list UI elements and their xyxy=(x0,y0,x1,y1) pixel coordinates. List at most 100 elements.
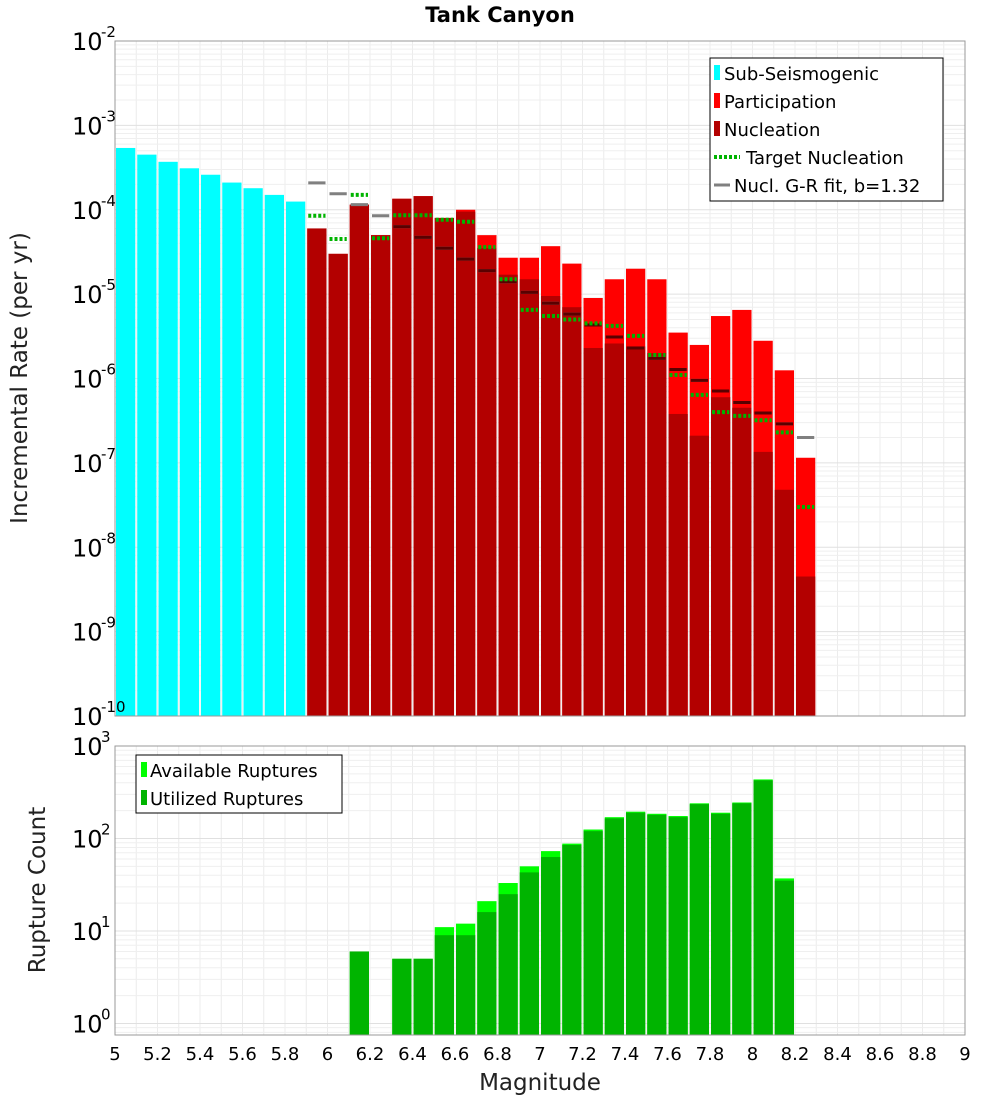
bottom-y-tick-label: 10 xyxy=(72,733,103,761)
top-y-tick-exponent: -2 xyxy=(101,23,116,41)
sub-seismogenic-bar xyxy=(158,161,178,716)
sub-seismogenic-bar xyxy=(286,201,306,716)
x-tick-label: 6.4 xyxy=(398,1044,427,1065)
utilized-ruptures-bar xyxy=(434,935,454,1035)
nucleation-bar xyxy=(604,343,624,716)
top-y-tick-label: 10 xyxy=(72,534,103,562)
utilized-ruptures-bar xyxy=(732,803,752,1035)
bottom-y-tick-exponent: 0 xyxy=(101,1005,111,1023)
x-tick-label: 8.6 xyxy=(866,1044,895,1065)
top-y-tick-label: 10 xyxy=(72,450,103,478)
top-y-tick-exponent: -9 xyxy=(101,614,116,632)
bottom-bars xyxy=(349,779,794,1035)
bottom-y-tick-exponent: 1 xyxy=(101,913,111,931)
nucleation-bar xyxy=(796,576,816,716)
legend-label-target-nucleation: Target Nucleation xyxy=(745,148,904,169)
x-axis-label: Magnitude xyxy=(479,1070,601,1096)
utilized-ruptures-bar xyxy=(349,951,369,1035)
bottom-plot-frame xyxy=(114,745,966,1036)
top-y-tick-label: 10 xyxy=(72,619,103,647)
bottom-y-tick-label: 10 xyxy=(72,825,103,853)
top-line-markers xyxy=(308,181,815,509)
x-tick-label: 5.6 xyxy=(228,1044,257,1065)
nucleation-bar xyxy=(774,489,794,716)
utilized-ruptures-bar xyxy=(519,872,539,1035)
top-y-tick-exponent: -6 xyxy=(101,361,116,379)
utilized-ruptures-bar xyxy=(498,894,518,1035)
x-tick-label: 8 xyxy=(747,1044,758,1065)
utilized-ruptures-bar xyxy=(689,804,709,1035)
utilized-ruptures-bar xyxy=(711,813,731,1035)
sub-seismogenic-bar xyxy=(222,182,242,716)
sub-seismogenic-bar xyxy=(116,147,136,716)
x-tick-label: 7.6 xyxy=(653,1044,682,1065)
top-y-tick-label: 10 xyxy=(72,281,103,309)
sub-seismogenic-bar xyxy=(137,154,157,716)
nucleation-bar xyxy=(732,407,752,716)
incremental-rate-chart: Tank Canyon 10-1010-910-810-710-610-510-… xyxy=(7,3,966,731)
top-y-tick-exponent: -7 xyxy=(101,445,116,463)
top-y-tick-label: 10 xyxy=(72,703,103,731)
top-y-tick-exponent: -3 xyxy=(101,107,116,125)
top-legend: Sub-Seismogenic Participation Nucleation… xyxy=(709,57,944,202)
utilized-ruptures-bar xyxy=(477,912,497,1035)
top-y-tick-label: 10 xyxy=(72,197,103,225)
x-tick-label: 6 xyxy=(322,1044,333,1065)
nucleation-bar xyxy=(562,307,582,716)
top-y-tick-exponent: -5 xyxy=(101,276,116,294)
x-tick-label: 8.8 xyxy=(908,1044,937,1065)
top-y-tick-exponent: -4 xyxy=(101,192,116,210)
legend-swatch-available xyxy=(141,762,147,777)
nucleation-bar xyxy=(371,235,391,716)
nucleation-bar xyxy=(753,451,773,716)
nucleation-bar xyxy=(711,397,731,716)
x-tick-label: 9 xyxy=(959,1044,970,1065)
utilized-ruptures-bar xyxy=(626,812,646,1035)
legend-label-sub-seismogenic: Sub-Seismogenic xyxy=(724,64,879,85)
legend-swatch-sub-seismogenic xyxy=(714,65,720,80)
nucleation-bar xyxy=(583,347,603,716)
sub-seismogenic-bar xyxy=(201,174,221,716)
x-tick-label: 5 xyxy=(109,1044,120,1065)
x-tick-label: 7.4 xyxy=(611,1044,640,1065)
utilized-ruptures-bar xyxy=(562,845,582,1035)
nucleation-bar xyxy=(328,253,348,716)
top-y-tick-label: 10 xyxy=(72,112,103,140)
legend-label-participation: Participation xyxy=(724,92,836,113)
bottom-y-tick-label: 10 xyxy=(72,1010,103,1038)
legend-swatch-utilized xyxy=(141,790,147,805)
legend-label-available: Available Ruptures xyxy=(150,761,318,782)
legend-label-utilized: Utilized Ruptures xyxy=(150,789,303,810)
nucleation-bar xyxy=(392,198,412,717)
x-tick-label: 5.8 xyxy=(271,1044,300,1065)
nucleation-bar xyxy=(519,279,539,716)
x-ticks: 5 5.2 5.4 5.6 5.8 6 6.2 6.4 6.6 6.8 7 7.2 7.4 7.6 7.8 8… xyxy=(109,1044,970,1065)
top-bars xyxy=(116,147,816,717)
x-tick-label: 6.2 xyxy=(356,1044,385,1065)
x-tick-label: 5.4 xyxy=(186,1044,215,1065)
x-tick-label: 6.6 xyxy=(441,1044,470,1065)
nucleation-bar xyxy=(668,413,688,716)
utilized-ruptures-bar xyxy=(392,958,412,1035)
x-tick-label: 5.2 xyxy=(143,1044,172,1065)
utilized-ruptures-bar xyxy=(774,880,794,1035)
top-legend-box xyxy=(709,57,944,202)
x-tick-label: 8.2 xyxy=(781,1044,810,1065)
legend-swatch-nucleation xyxy=(714,121,720,136)
bottom-y-tick-label: 10 xyxy=(72,918,103,946)
nucleation-bar xyxy=(626,346,646,716)
bottom-legend: Available Ruptures Utilized Ruptures xyxy=(135,754,343,814)
utilized-ruptures-bar xyxy=(604,818,624,1035)
top-y-tick-exponent: -8 xyxy=(101,529,116,547)
utilized-ruptures-bar xyxy=(647,814,667,1035)
x-tick-label: 7 xyxy=(534,1044,545,1065)
utilized-ruptures-bar xyxy=(753,780,773,1035)
nucleation-bar xyxy=(477,248,497,717)
nucleation-bar xyxy=(541,296,561,716)
sub-seismogenic-bar xyxy=(264,194,284,716)
top-y-tick-exponent: -10 xyxy=(101,698,126,716)
nucleation-bar xyxy=(307,228,327,716)
